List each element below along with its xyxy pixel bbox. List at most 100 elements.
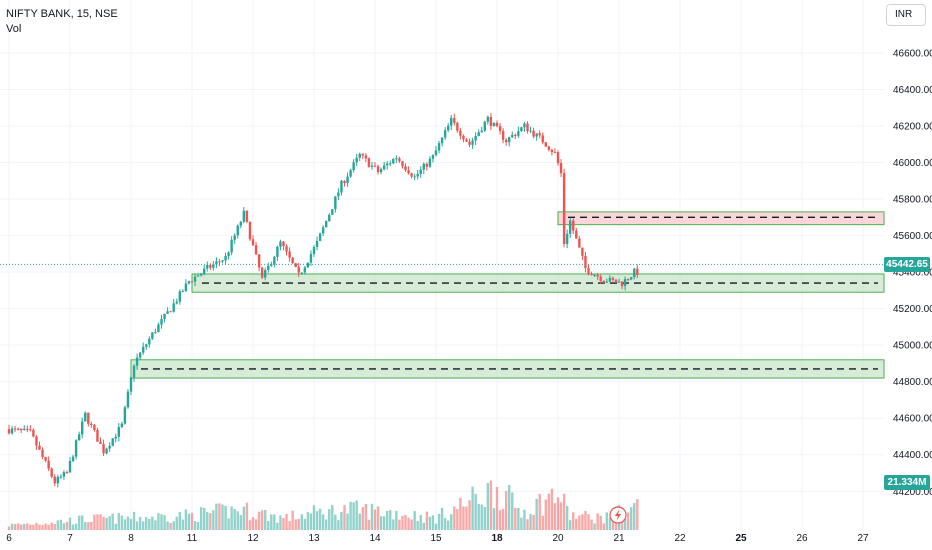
volume-bar (184, 509, 188, 530)
volume-bar (318, 508, 322, 530)
volume-bar (398, 519, 401, 530)
volume-bar (535, 498, 538, 530)
candle-body (239, 221, 242, 226)
volume-bars (7, 480, 639, 530)
volume-bar (599, 515, 602, 530)
time-tick-label: 15 (430, 533, 442, 544)
volume-bar (395, 510, 398, 530)
candle-body (334, 196, 337, 210)
volume-bar (517, 507, 520, 530)
volume-bar (13, 524, 17, 530)
volume-bar (331, 505, 334, 530)
volume-bar (71, 524, 75, 530)
volume-bar (495, 487, 499, 530)
candle-body (410, 173, 413, 177)
volume-bar (145, 517, 148, 530)
volume-bar (416, 521, 419, 530)
volume-bar (7, 526, 11, 530)
candle-body (303, 267, 307, 273)
candle-body (99, 441, 102, 444)
volume-bar (257, 511, 261, 530)
candle-body (386, 163, 389, 166)
candle-body (181, 291, 185, 293)
supply-zone[interactable] (557, 211, 885, 226)
candle-body (306, 262, 310, 268)
volume-bar (123, 519, 127, 530)
volume-bar (569, 520, 572, 530)
candle-body (419, 169, 422, 174)
candle-body (340, 180, 343, 193)
candle-body (260, 267, 264, 278)
candle-body (13, 428, 17, 430)
volume-bar (16, 523, 20, 530)
volume-bar (157, 513, 160, 530)
candle-body (605, 281, 608, 283)
price-tick-label: 45200.00 (893, 304, 932, 315)
candle-body (361, 153, 364, 156)
last-price-badge: 45442.65 (884, 257, 930, 272)
candle-body (169, 311, 172, 313)
volume-bar (407, 517, 410, 530)
candle-body (294, 263, 297, 267)
candle-body (132, 365, 136, 378)
candle-body (16, 428, 20, 430)
volume-bar (297, 518, 300, 530)
candle-body (468, 141, 471, 145)
candle-body (413, 176, 416, 178)
volume-bar (203, 507, 206, 530)
volume-bar (276, 522, 279, 530)
candle-body (84, 412, 87, 422)
candle-body (233, 235, 236, 240)
volume-bar (489, 480, 493, 530)
candle-body (90, 423, 93, 425)
candle-body (224, 255, 227, 261)
volume-bar (386, 510, 389, 530)
candle-body (584, 255, 587, 269)
volume-indicator-label[interactable]: Vol (6, 23, 22, 35)
volume-bar (132, 511, 136, 530)
volume-bar (169, 523, 172, 530)
symbol-title[interactable]: NIFTY BANK, 15, NSE (6, 8, 118, 20)
candle-body (428, 158, 432, 167)
volume-bar (212, 510, 215, 530)
volume-bar (349, 501, 352, 530)
candle-body (56, 476, 59, 484)
volume-bar (361, 507, 364, 530)
volume-bar (514, 507, 517, 530)
candle-body (135, 357, 139, 366)
volume-bar (294, 519, 297, 530)
volume-bar (492, 508, 496, 530)
candle-body (178, 291, 181, 302)
volume-bar (300, 514, 303, 530)
candle-body (541, 135, 544, 143)
volume-bar (59, 519, 63, 530)
candle-body (187, 281, 191, 284)
volume-bar (62, 523, 66, 530)
volume-bar (328, 509, 331, 530)
candle-body (318, 233, 322, 241)
candle-body (145, 344, 148, 347)
volume-bar (456, 509, 459, 530)
candle-body (154, 332, 157, 334)
volume-bar (129, 518, 133, 530)
candle-body (74, 440, 78, 457)
candle-body (623, 279, 627, 287)
candle-body (59, 476, 63, 478)
volume-bar (77, 515, 81, 530)
candle-body (346, 176, 349, 184)
volume-bar (410, 519, 413, 530)
volume-bar (477, 504, 480, 530)
time-tick-label: 8 (128, 533, 134, 544)
volume-bar (340, 511, 343, 530)
currency-button[interactable]: INR (886, 4, 926, 26)
volume-bar (532, 514, 535, 530)
price-axis: 46600.00 46400.00 46200.00 46000.00 45800.00… (893, 49, 932, 498)
volume-bar (23, 523, 26, 530)
candle-body (71, 456, 75, 462)
volume-bar (126, 516, 130, 530)
candle-body (337, 192, 340, 197)
volume-bar (245, 502, 249, 530)
volume-bar (230, 506, 233, 530)
volume-bar (163, 515, 166, 530)
